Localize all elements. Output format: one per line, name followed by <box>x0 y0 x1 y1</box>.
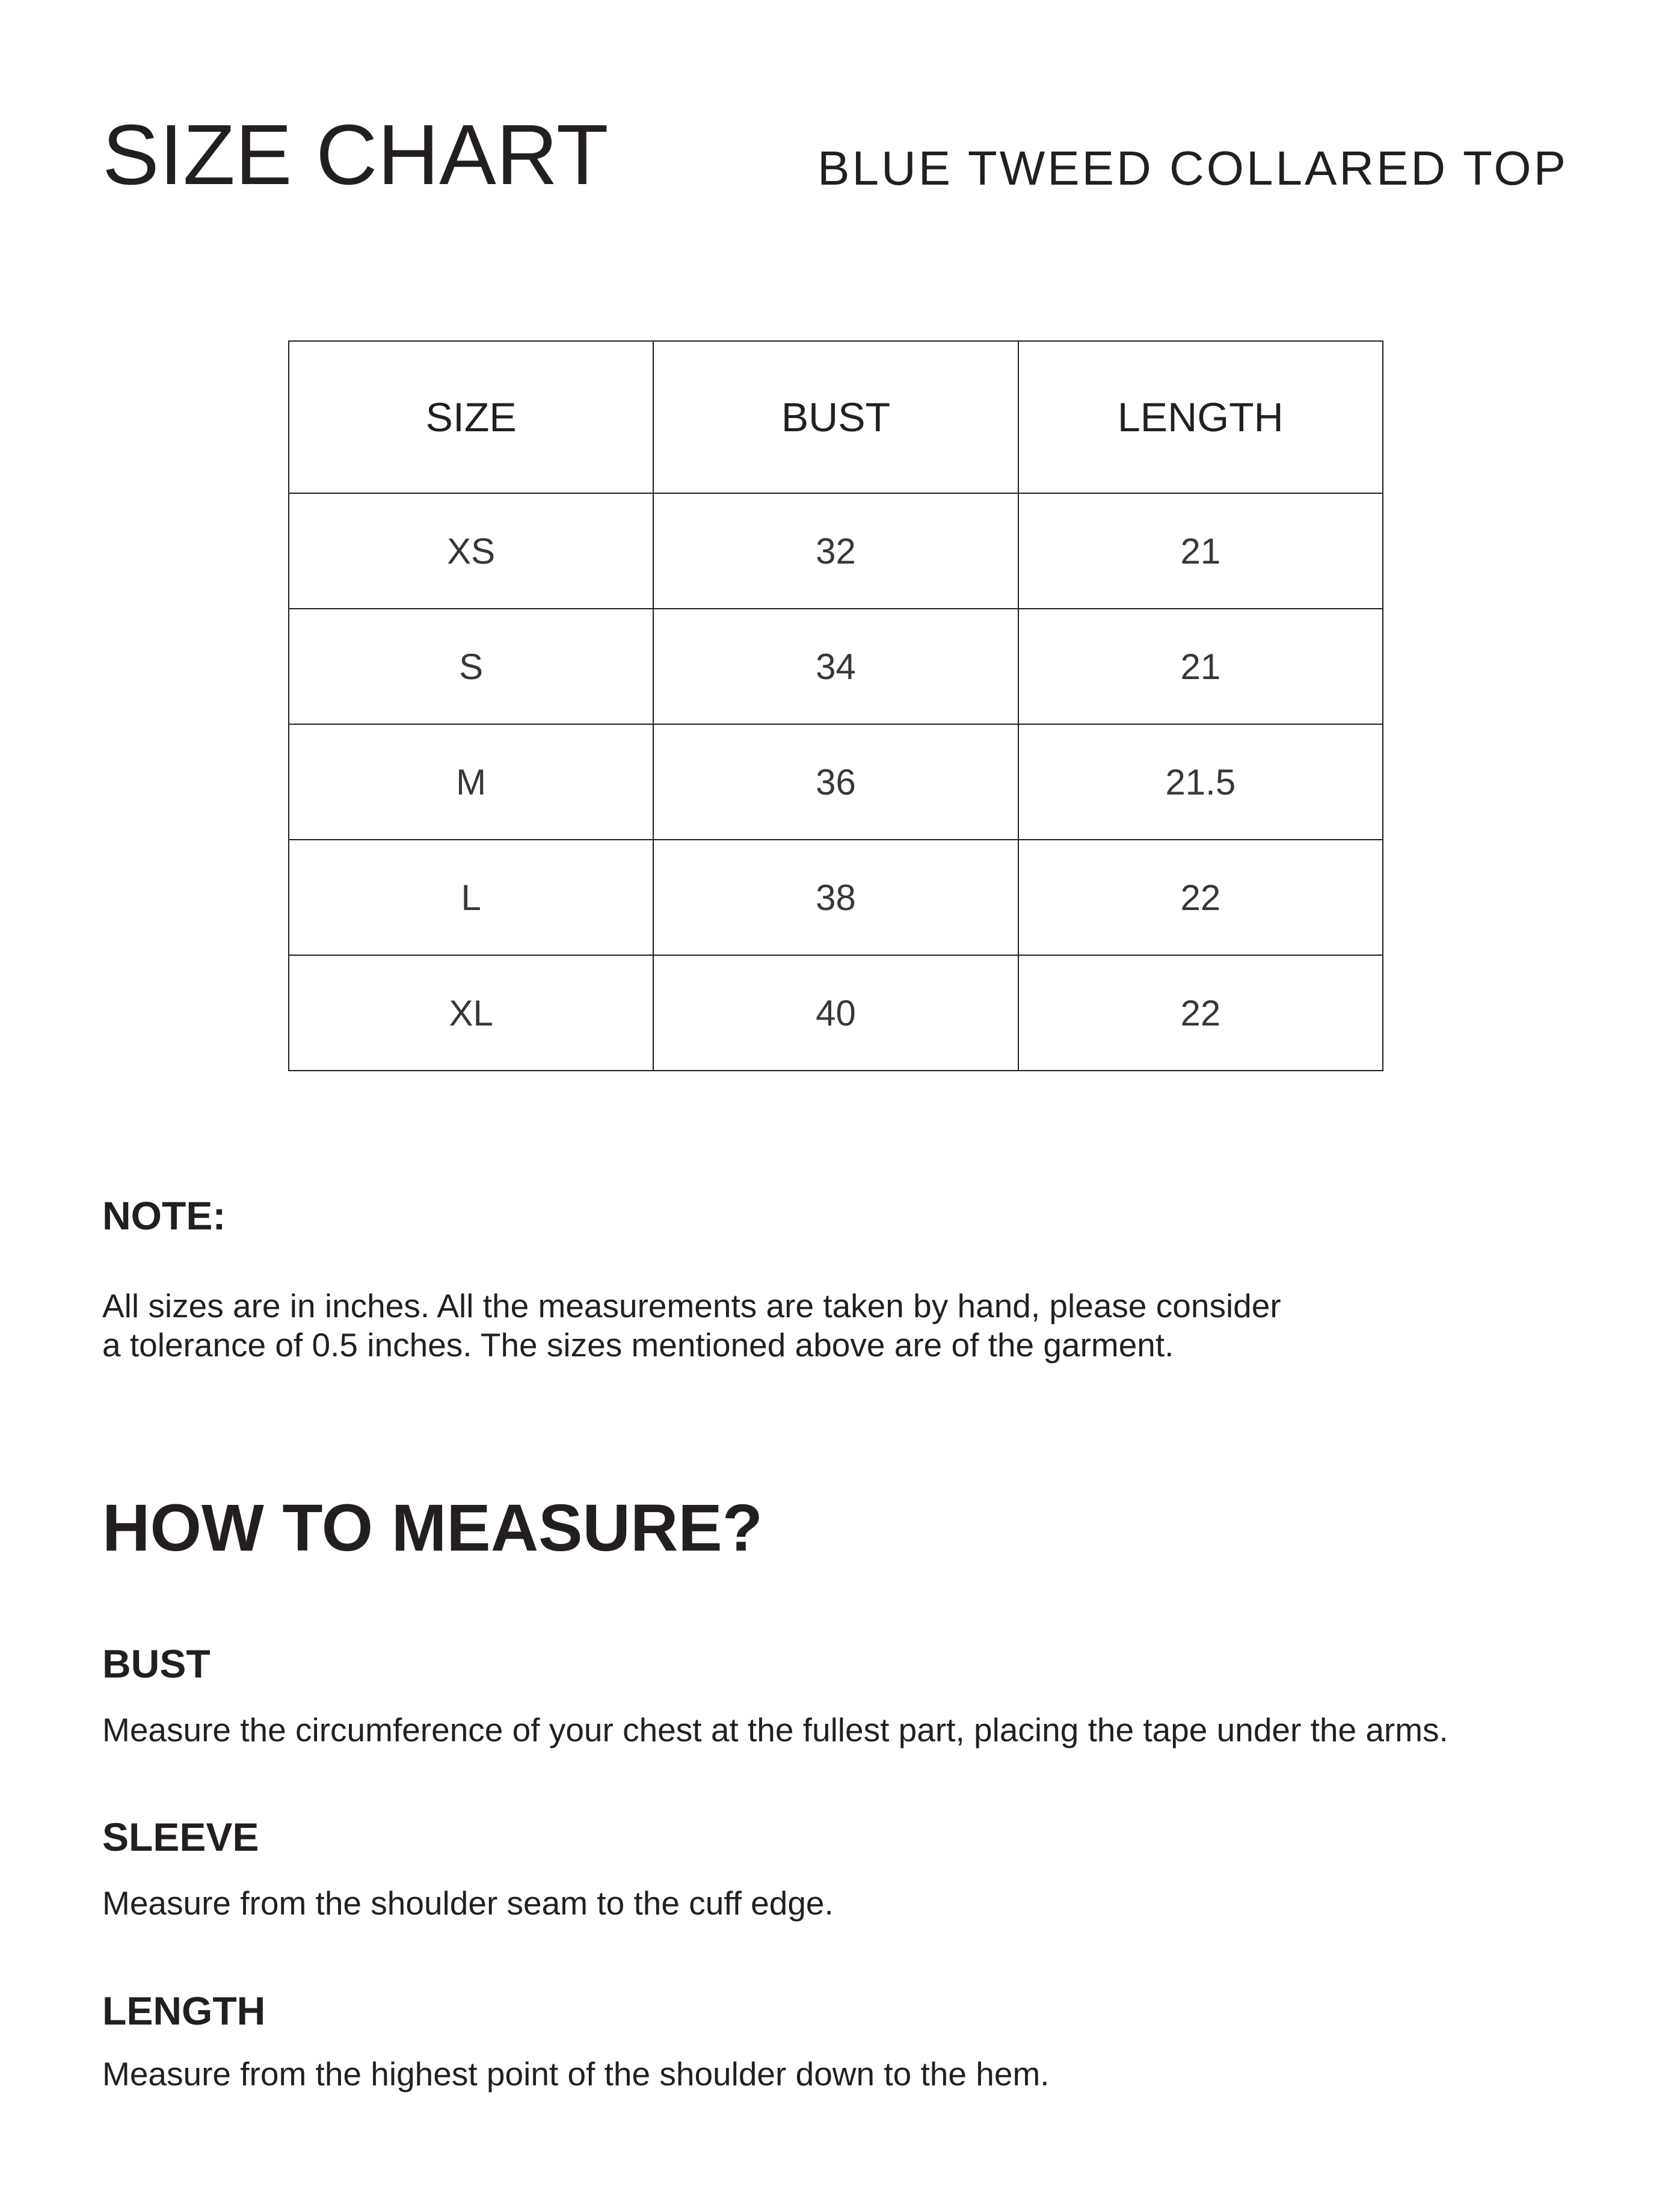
cell-size: M <box>288 724 654 840</box>
cell-size: XS <box>288 493 654 609</box>
note-line: All sizes are in inches. All the measure… <box>102 1287 1281 1324</box>
page-title: SIZE CHART <box>102 107 609 203</box>
sleeve-instructions: Measure from the shoulder seam to the cu… <box>102 1884 834 1922</box>
size-table: SIZE BUST LENGTH XS 32 21 S 34 21 M 36 2… <box>288 340 1384 1071</box>
cell-size: S <box>288 608 654 725</box>
length-instructions: Measure from the highest point of the sh… <box>102 2055 1050 2093</box>
cell-size: L <box>288 839 654 956</box>
cell-length: 21 <box>1017 493 1384 609</box>
table-row: XL 40 22 <box>288 955 1384 1071</box>
note-heading: NOTE: <box>102 1193 226 1238</box>
column-header-size: SIZE <box>288 340 654 494</box>
cell-bust: 38 <box>653 839 1019 956</box>
table-row: M 36 21.5 <box>288 724 1384 840</box>
cell-length: 22 <box>1017 955 1384 1071</box>
how-to-measure-heading: HOW TO MEASURE? <box>102 1491 763 1565</box>
table-header-row: SIZE BUST LENGTH <box>288 340 1384 494</box>
table-row: L 38 22 <box>288 839 1384 956</box>
cell-length: 22 <box>1017 839 1384 956</box>
cell-size: XL <box>288 955 654 1071</box>
length-heading: LENGTH <box>102 1988 266 2033</box>
cell-length: 21.5 <box>1017 724 1384 840</box>
sleeve-heading: SLEEVE <box>102 1815 259 1859</box>
note-line: a tolerance of 0.5 inches. The sizes men… <box>102 1326 1174 1364</box>
bust-instructions: Measure the circumference of your chest … <box>102 1711 1448 1748</box>
note-text: All sizes are in inches. All the measure… <box>102 1287 1281 1365</box>
table-row: S 34 21 <box>288 608 1384 725</box>
column-header-bust: BUST <box>653 340 1019 494</box>
table-row: XS 32 21 <box>288 493 1384 609</box>
cell-bust: 34 <box>653 608 1019 725</box>
cell-bust: 32 <box>653 493 1019 609</box>
cell-length: 21 <box>1017 608 1384 725</box>
cell-bust: 36 <box>653 724 1019 840</box>
cell-bust: 40 <box>653 955 1019 1071</box>
column-header-length: LENGTH <box>1017 340 1384 494</box>
bust-heading: BUST <box>102 1641 211 1686</box>
product-name: BLUE TWEED COLLARED TOP <box>817 141 1568 195</box>
